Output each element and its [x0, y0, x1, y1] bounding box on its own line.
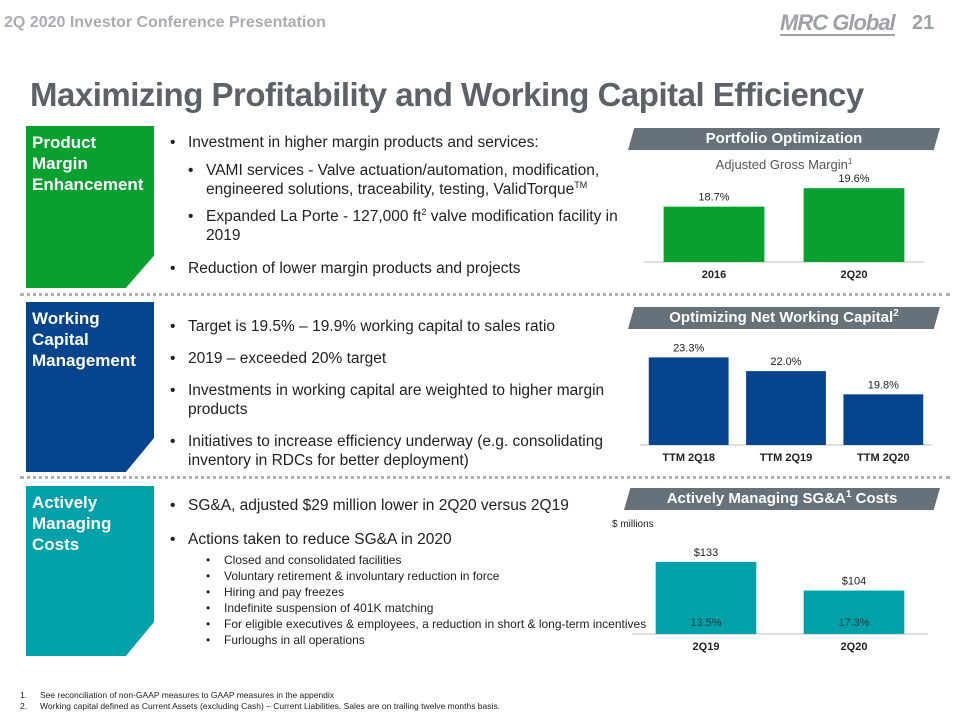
footnote: 1. See reconciliation of non-GAAP measure…	[20, 690, 500, 701]
bullet-text: valve modification facility in 2019	[206, 208, 618, 244]
sub-bullet-item: Indefinite suspension of 401K matching	[206, 600, 620, 616]
product-margin-bullets: Investment in higher margin products and…	[170, 133, 620, 278]
x-tick-label: TTM 2Q19	[760, 452, 813, 464]
banner-sup: 1	[845, 489, 852, 500]
bar	[843, 394, 924, 445]
bullet-item: Target is 19.5% – 19.9% working capital …	[170, 317, 610, 336]
footnote-number: 1.	[20, 690, 28, 700]
footnotes: 1. See reconciliation of non-GAAP measure…	[20, 690, 500, 712]
bullet-text: Expanded La Porte - 127,000 ft	[206, 208, 422, 225]
section-divider	[20, 476, 950, 479]
bullet-item: 2019 – exceeded 20% target	[170, 349, 610, 368]
x-tick-label: TTM 2Q18	[662, 452, 715, 464]
section-divider	[20, 293, 950, 296]
bar-inner-label: 17.3%	[838, 617, 869, 629]
bar	[663, 206, 765, 262]
footnote-text: See reconciliation of non-GAAP measures …	[40, 690, 335, 700]
banner-text: Costs	[851, 490, 898, 507]
bullet-item: Actions taken to reduce SG&A in 2020	[170, 530, 620, 549]
bullet-text: VAMI services - Valve actuation/automati…	[206, 162, 600, 198]
page-title: Maximizing Profitability and Working Cap…	[30, 76, 864, 113]
sub-bullet-item: For eligible executives & employees, a r…	[206, 616, 646, 632]
bar	[803, 590, 905, 634]
footnote-number: 2.	[20, 701, 28, 711]
sub-bullet-item: Furloughs in all operations	[206, 632, 620, 648]
data-label: 18.7%	[698, 192, 729, 204]
chart-net-working-capital: 23.3% TTM 2Q18 22.0% TTM 2Q19 19.8% TTM 2Q20	[640, 342, 932, 464]
x-tick-label: 2Q20	[841, 269, 868, 281]
section-label-working-capital: Working Capital Management	[26, 302, 154, 472]
superscript: 2	[421, 206, 427, 217]
y-axis-label: $ millions	[612, 519, 654, 530]
chart-banner-working-capital: Optimizing Net Working Capital2	[628, 307, 940, 329]
bar	[746, 371, 826, 445]
bullet-sub-item: VAMI services - Valve actuation/automati…	[188, 161, 620, 199]
sub-bullet-item: Hiring and pay freezes	[206, 584, 620, 600]
bullet-item: Investment in higher margin products and…	[170, 133, 620, 152]
data-label: 19.6%	[838, 173, 869, 185]
footnote-text: Working capital defined as Current Asset…	[40, 701, 501, 711]
chart-banner-sga: Actively Managing SG&A1 Costs	[624, 488, 940, 510]
banner-sup: 2	[893, 308, 899, 319]
page-number: 21	[912, 12, 935, 34]
costs-bullets: SG&A, adjusted $29 million lower in 2Q20…	[170, 496, 646, 648]
data-label: 19.8%	[868, 379, 899, 391]
banner-text: Actively Managing SG&A	[666, 490, 846, 507]
bullet-item: SG&A, adjusted $29 million lower in 2Q20…	[170, 496, 620, 515]
x-tick-label: 2Q20	[841, 641, 868, 653]
footnote: 2. Working capital defined as Current Ass…	[20, 701, 500, 712]
data-label: $104	[842, 576, 866, 588]
chart-title: Adjusted Gross Margin1	[716, 157, 853, 172]
chart-banner-portfolio: Portfolio Optimization	[628, 128, 940, 150]
x-tick-label: 2016	[702, 269, 726, 281]
x-tick-label: TTM 2Q20	[857, 452, 910, 464]
working-capital-bullets: Target is 19.5% – 19.9% working capital …	[170, 317, 610, 470]
section-label-product-margin: Product Margin Enhancement	[26, 126, 154, 288]
x-tick-label: 2Q19	[693, 641, 720, 653]
chart-adjusted-gross-margin: Adjusted Gross Margin1 18.7% 2016 19.6% 2Q2…	[644, 157, 924, 281]
section-label-costs: Actively Managing Costs	[26, 486, 154, 656]
data-label: 23.3%	[673, 342, 704, 354]
company-logo: MRC Global	[780, 10, 896, 36]
bullet-sub-item: Expanded La Porte - 127,000 ft2 valve mo…	[188, 207, 620, 245]
bullet-item: Initiatives to increase efficiency under…	[170, 432, 610, 470]
bullet-item: Investments in working capital are weigh…	[170, 381, 610, 419]
chart-sga-costs: $ millions $133 2Q19 13.5% $104 2Q20 17.3%	[612, 519, 928, 653]
bar-inner-label: 13.5%	[690, 617, 721, 629]
bar	[655, 561, 757, 634]
banner-text: Optimizing Net Working Capital	[669, 309, 894, 326]
bar	[648, 357, 729, 445]
bullet-item: Reduction of lower margin products and p…	[170, 259, 620, 278]
sub-bullet-item: Closed and consolidated facilities	[206, 552, 620, 568]
trademark-sup: TM	[574, 179, 588, 190]
bar	[803, 188, 905, 262]
presentation-title: 2Q 2020 Investor Conference Presentation	[4, 14, 326, 31]
data-label: $133	[694, 547, 718, 559]
sub-bullet-item: Voluntary retirement & involuntary reduc…	[206, 568, 620, 584]
data-label: 22.0%	[770, 356, 801, 368]
